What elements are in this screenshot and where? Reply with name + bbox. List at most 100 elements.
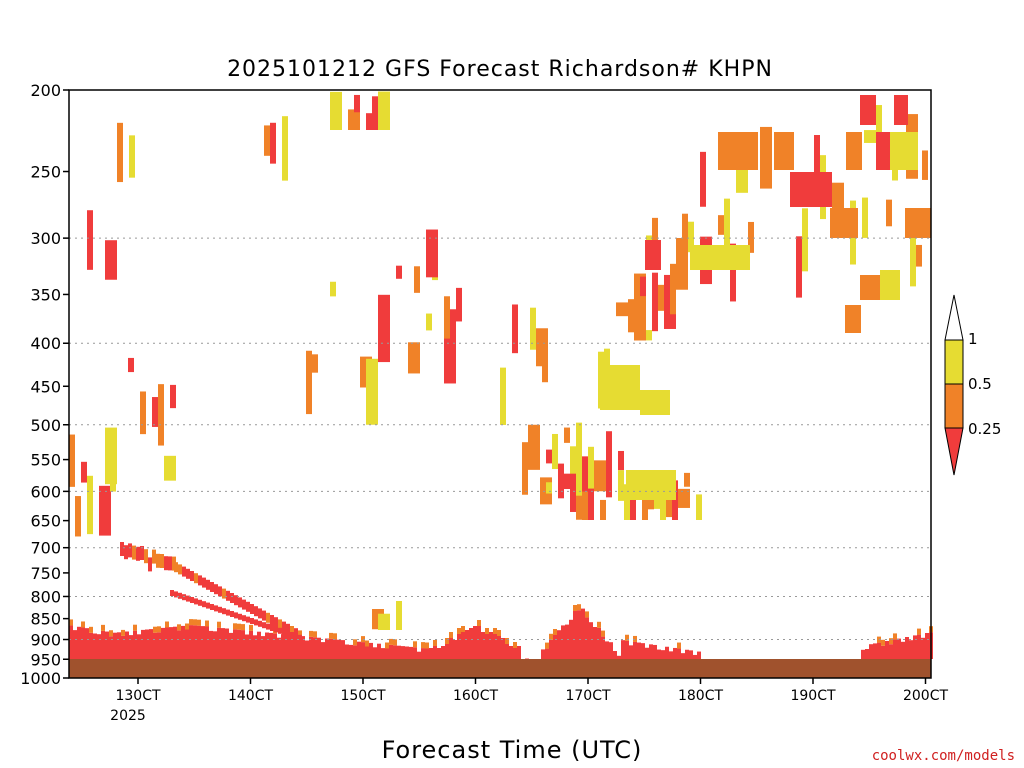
heatmap-cell (616, 302, 628, 317)
heatmap-cell (148, 557, 152, 572)
heatmap-cell (441, 646, 445, 659)
heatmap-cell (576, 495, 582, 520)
heatmap-cell (137, 634, 141, 659)
heatmap-cell (617, 655, 621, 659)
heatmap-cell (361, 642, 365, 659)
heatmap-cell (237, 629, 241, 659)
y-tick-label: 200 (30, 81, 61, 100)
heatmap-cell (206, 602, 210, 609)
heatmap-cell (637, 642, 641, 659)
heatmap-cell (450, 314, 456, 364)
heatmap-cell (165, 621, 169, 628)
credit-text: coolwx.com/models (872, 748, 1015, 764)
heatmap-cell (194, 598, 198, 605)
heatmap-cell (876, 105, 882, 157)
heatmap-cell (178, 564, 182, 575)
heatmap-cell (189, 625, 193, 659)
heatmap-cell (880, 270, 900, 300)
heatmap-cell (860, 95, 876, 125)
heatmap-cell (164, 556, 168, 571)
heatmap-cell (385, 642, 389, 649)
heatmap-cell (588, 446, 594, 500)
x-axis-label: Forecast Time (UTC) (382, 736, 643, 764)
heatmap-cell (246, 616, 250, 623)
heatmap-cell (221, 628, 225, 659)
heatmap-cell (589, 622, 593, 659)
heatmap-cell (881, 639, 885, 646)
heatmap-cell (862, 197, 868, 238)
heatmap-cell (218, 606, 222, 613)
heatmap-cell (145, 629, 149, 659)
heatmap-cell (509, 646, 513, 659)
heatmap-cell (378, 613, 390, 630)
heatmap-cell (600, 499, 606, 520)
heatmap-cell (901, 641, 905, 659)
heatmap-cell (170, 590, 174, 596)
heatmap-cell (313, 637, 317, 659)
heatmap-cell (281, 634, 285, 659)
heatmap-cell (89, 632, 93, 659)
heatmap-cell (846, 132, 862, 170)
heatmap-cell (345, 644, 349, 659)
heatmap-cell (194, 573, 198, 584)
heatmap-cell (81, 461, 87, 483)
y-tick-label: 600 (30, 482, 61, 501)
heatmap-cell (149, 629, 153, 659)
heatmap-cell (690, 245, 750, 270)
heatmap-cell (513, 648, 517, 659)
heatmap-cell (573, 611, 577, 659)
heatmap-cell (198, 575, 202, 586)
heatmap-cell (485, 634, 489, 659)
heatmap-cell (444, 296, 450, 339)
heatmap-cell (381, 648, 385, 659)
heatmap-cell (177, 630, 181, 659)
heatmap-cell (473, 626, 477, 659)
heatmap-cell (105, 631, 109, 659)
heatmap-cell (593, 627, 597, 659)
heatmap-cell (552, 433, 558, 470)
heatmap-cell (165, 627, 169, 659)
heatmap-cell (213, 631, 217, 659)
heatmap-cell (297, 635, 301, 659)
heatmap-cell (393, 639, 397, 646)
y-tick-label: 550 (30, 451, 61, 470)
heatmap-cell (242, 599, 246, 610)
heatmap-cell (565, 624, 569, 659)
y-tick-label: 750 (30, 564, 61, 583)
heatmap-cell (564, 473, 576, 490)
heatmap-cell (748, 221, 754, 253)
heatmap-cell (132, 545, 136, 560)
heatmap-cell (718, 132, 758, 170)
heatmap-cell (109, 630, 113, 637)
heatmap-cell (133, 624, 137, 631)
heatmap-cell (197, 619, 201, 626)
heatmap-cell (109, 636, 113, 659)
heatmap-cell (421, 642, 425, 649)
heatmap-cell (222, 608, 226, 615)
heatmap-cell (133, 630, 137, 659)
heatmap-cell (266, 623, 270, 630)
heatmap-cell (333, 633, 337, 640)
heatmap-cell (421, 648, 425, 659)
heatmap-cell (864, 130, 876, 143)
heatmap-cell (597, 627, 601, 659)
heatmap-cell (889, 638, 893, 645)
heatmap-cell (230, 611, 234, 617)
heatmap-cell (642, 493, 648, 520)
heatmap-cell (401, 646, 405, 659)
heatmap-cell (917, 628, 921, 635)
heatmap-cell (553, 629, 557, 635)
heatmap-cell (237, 623, 241, 630)
heatmap-cell (649, 644, 653, 659)
heatmap-cell (369, 642, 373, 659)
heatmap-cell (796, 236, 802, 298)
heatmap-cell (298, 634, 302, 641)
heatmap-cell (573, 605, 577, 611)
heatmap-cell (628, 299, 634, 333)
heatmap-cell (128, 543, 132, 558)
heatmap-cell (393, 645, 397, 659)
heatmap-cell (372, 96, 378, 130)
heatmap-cell (700, 151, 706, 207)
heatmap-cell (156, 553, 160, 568)
